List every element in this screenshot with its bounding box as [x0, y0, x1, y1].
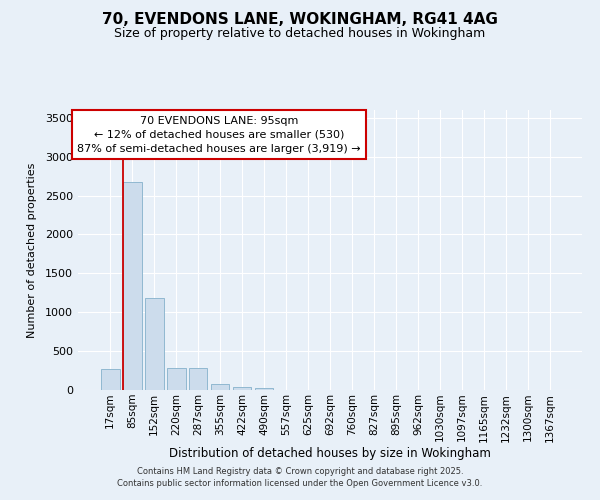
Bar: [101, 369, 119, 390]
Bar: [167, 368, 185, 390]
Text: Contains HM Land Registry data © Crown copyright and database right 2025.
Contai: Contains HM Land Registry data © Crown c…: [118, 466, 482, 487]
Bar: [189, 368, 208, 390]
Bar: [233, 387, 251, 390]
Y-axis label: Number of detached properties: Number of detached properties: [26, 162, 37, 338]
Bar: [255, 388, 274, 390]
Bar: [145, 298, 164, 390]
Text: Size of property relative to detached houses in Wokingham: Size of property relative to detached ho…: [115, 28, 485, 40]
X-axis label: Distribution of detached houses by size in Wokingham: Distribution of detached houses by size …: [169, 447, 491, 460]
Bar: [211, 384, 229, 390]
Text: 70, EVENDONS LANE, WOKINGHAM, RG41 4AG: 70, EVENDONS LANE, WOKINGHAM, RG41 4AG: [102, 12, 498, 28]
Bar: [123, 182, 142, 390]
Text: 70 EVENDONS LANE: 95sqm
← 12% of detached houses are smaller (530)
87% of semi-d: 70 EVENDONS LANE: 95sqm ← 12% of detache…: [77, 116, 361, 154]
